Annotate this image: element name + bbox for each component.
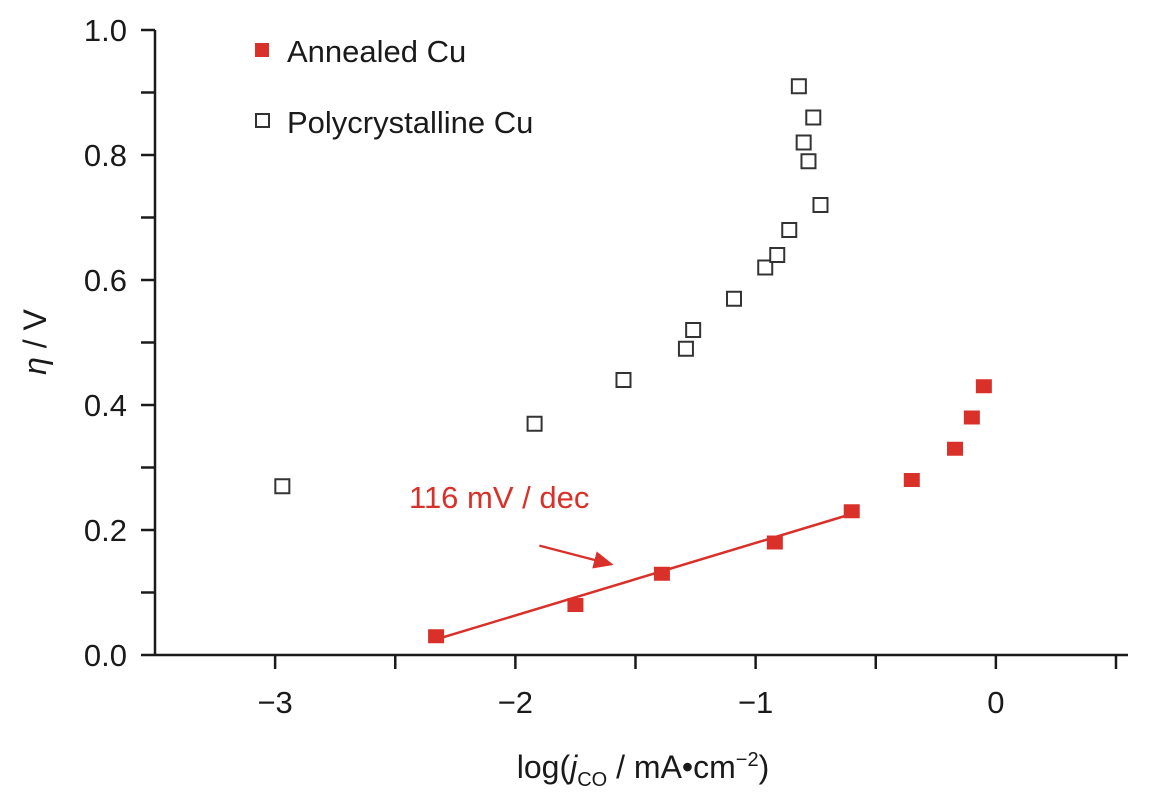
series-annealed-cu — [428, 379, 992, 644]
x-axis-title-close: ) — [759, 749, 770, 785]
data-point-polycrystalline — [769, 247, 786, 263]
y-axis-title-variable: η — [17, 357, 53, 375]
data-point-polycrystalline — [685, 322, 702, 338]
legend-label-annealed: Annealed Cu — [287, 34, 466, 69]
data-point-polycrystalline — [795, 134, 812, 151]
legend-marker-polycrystalline — [255, 113, 270, 128]
plot-area: −3 −2 −1 0 0.0 0.2 0.4 0.6 0.8 1.0 — [84, 13, 1128, 720]
y-axis-title: η / V — [17, 308, 53, 374]
x-axis-title-subscript: CO — [577, 769, 607, 791]
x-axis-title-superscript: −2 — [736, 749, 759, 771]
data-point-annealed — [963, 410, 980, 425]
data-point-polycrystalline — [812, 197, 829, 213]
x-axis-title-prefix: log( — [517, 749, 571, 785]
data-point-polycrystalline — [800, 153, 817, 170]
x-tick-label: −2 — [498, 685, 533, 720]
y-tick-label: 0.0 — [84, 638, 127, 673]
y-tick-label: 0.8 — [84, 138, 127, 173]
data-point-polycrystalline — [677, 340, 694, 357]
data-point-annealed — [843, 504, 860, 519]
series-polycrystalline-cu — [274, 78, 829, 495]
fit-annotation-arrow — [539, 544, 614, 569]
data-point-annealed — [947, 441, 964, 456]
fit-line-group — [435, 511, 857, 641]
axis-ticks: −3 −2 −1 0 0.0 0.2 0.4 0.6 0.8 1.0 — [84, 13, 1118, 720]
data-point-polycrystalline — [615, 372, 632, 388]
data-point-annealed — [567, 598, 584, 612]
y-tick-label: 0.6 — [84, 263, 127, 298]
y-axis-title-unit: / V — [17, 308, 53, 357]
data-point-polycrystalline — [274, 478, 291, 495]
data-point-polycrystalline — [805, 109, 822, 126]
legend-label-polycrystalline: Polycrystalline Cu — [287, 105, 533, 140]
data-marks — [274, 78, 992, 644]
data-point-polycrystalline — [790, 78, 807, 95]
data-point-polycrystalline — [526, 415, 543, 432]
data-point-annealed — [975, 379, 992, 394]
fit-line — [435, 511, 857, 641]
data-point-polycrystalline — [757, 259, 774, 276]
data-point-annealed — [903, 473, 920, 487]
x-axis-title: log(jCO / mA•cm−2) — [517, 749, 769, 791]
legend: Annealed Cu Polycrystalline Cu — [255, 34, 533, 140]
x-tick-label: −1 — [738, 685, 773, 720]
x-tick-label: 0 — [987, 685, 1004, 720]
y-tick-label: 0.2 — [84, 513, 127, 548]
y-tick-label: 1.0 — [84, 13, 127, 48]
x-axis-title-unit: / mA•cm — [607, 749, 736, 785]
data-point-polycrystalline — [781, 222, 798, 238]
fit-annotation-label: 116 mV / dec — [409, 480, 589, 515]
data-point-annealed — [428, 629, 445, 644]
legend-marker-annealed — [255, 43, 269, 57]
data-point-polycrystalline — [725, 290, 742, 307]
data-point-annealed — [766, 535, 783, 550]
x-tick-label: −3 — [257, 685, 292, 720]
data-point-annealed — [653, 566, 670, 581]
y-tick-label: 0.4 — [84, 388, 127, 423]
